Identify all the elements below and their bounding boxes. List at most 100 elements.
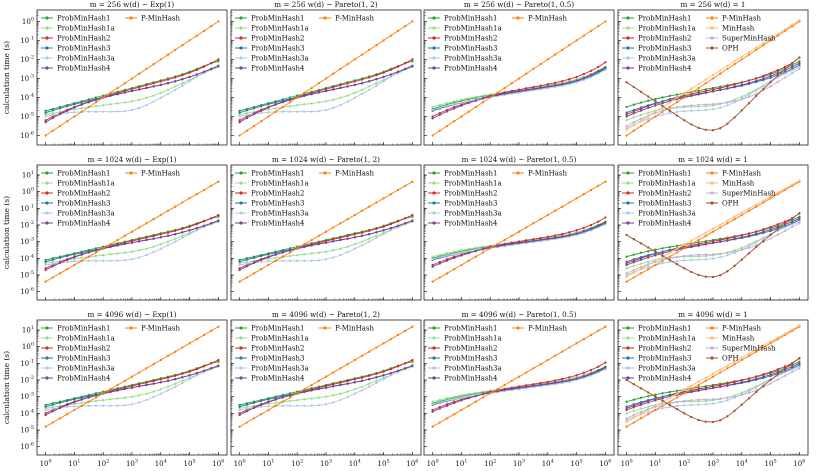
data-point-OPH-r1c3: [704, 275, 707, 278]
data-point-ProbMinHash1-r2c3: [798, 360, 801, 363]
data-point-ProbMinHash3a-r0c2: [561, 84, 564, 87]
data-point-ProbMinHash4-r2c3: [776, 371, 779, 374]
data-point-P-MinHash-r1c1: [296, 247, 299, 250]
data-point-ProbMinHash4-r1c2: [445, 259, 449, 262]
data-point-ProbMinHash3a-r2c1: [368, 385, 371, 388]
data-point-ProbMinHash2-r2c3: [740, 379, 743, 382]
data-point-ProbMinHash1a-r0c3: [647, 111, 650, 114]
data-point-ProbMinHash4-r1c0: [66, 258, 69, 262]
legend-marker-OPH-r0c3: [710, 46, 714, 50]
data-point-ProbMinHash3a-r1c2: [604, 223, 607, 226]
data-point-ProbMinHash3a-r2c1: [245, 407, 248, 410]
data-point-ProbMinHash1a-r0c0: [138, 98, 141, 101]
data-point-ProbMinHash3a-r2c0: [102, 404, 105, 407]
data-point-ProbMinHash3a-r1c3: [798, 220, 801, 223]
data-point-ProbMinHash2-r2c0: [44, 412, 47, 415]
data-point-P-MinHash-r1c1: [332, 226, 335, 229]
data-point-ProbMinHash4-r1c0: [44, 268, 47, 272]
data-point-OPH-r0c3: [647, 95, 650, 98]
data-point-ProbMinHash3-r0c1: [274, 101, 277, 104]
data-point-ProbMinHash1a-r0c0: [73, 108, 76, 111]
data-point-ProbMinHash1a-r0c2: [431, 105, 434, 109]
data-point-P-MinHash-r0c2: [597, 25, 600, 28]
data-point-ProbMinHash1-r1c3: [647, 250, 650, 253]
data-point-ProbMinHash3a-r2c0: [138, 401, 141, 404]
legend-label-ProbMinHash4-r0c1: ProbMinHash4: [251, 65, 305, 73]
data-point-SuperMinHash-r1c3: [776, 233, 779, 236]
legend-label-ProbMinHash1a-r0c0: ProbMinHash1a: [57, 25, 115, 33]
data-point-ProbMinHash4-r0c1: [260, 109, 263, 112]
data-point-ProbMinHash1a-r0c1: [310, 102, 313, 105]
data-point-ProbMinHash1a-r2c0: [116, 397, 119, 400]
data-point-ProbMinHash3a-r1c1: [360, 244, 364, 247]
data-point-P-MinHash-r1c0: [202, 188, 206, 192]
legend-marker-P-MinHash-r1c1: [323, 171, 327, 175]
y-tick-label-r1c0: 10-1: [20, 203, 34, 213]
data-point-ProbMinHash1-r0c3: [697, 89, 700, 92]
data-point-P-MinHash-r1c2: [438, 276, 441, 279]
data-point-SuperMinHash-r1c3: [719, 252, 722, 255]
data-point-MinHash-r0c3: [798, 19, 801, 22]
legend-marker-ProbMinHash3a-r1c1: [239, 211, 243, 215]
data-point-ProbMinHash2-r0c1: [411, 58, 414, 61]
data-point-ProbMinHash4-r2c0: [109, 390, 112, 394]
data-point-ProbMinHash3a-r2c2: [467, 395, 470, 398]
data-point-ProbMinHash3-r0c3: [647, 104, 650, 107]
data-point-ProbMinHash1a-r1c1: [332, 249, 335, 252]
data-point-ProbMinHash4-r1c0: [73, 256, 76, 259]
data-point-ProbMinHash4-r2c0: [217, 364, 220, 367]
data-point-ProbMinHash1a-r1c1: [353, 243, 356, 246]
legend-marker-P-MinHash-r1c0: [129, 171, 133, 175]
data-point-P-MinHash-r0c2: [604, 20, 607, 23]
y-tick-label-r1c0: 10-2: [20, 220, 34, 230]
data-point-MinHash-r1c3: [776, 191, 779, 194]
data-point-ProbMinHash1a-r2c0: [174, 382, 177, 385]
data-point-ProbMinHash2-r2c2: [589, 368, 593, 372]
data-point-ProbMinHash4-r2c2: [546, 382, 549, 385]
data-point-OPH-r2c3: [755, 390, 758, 394]
data-point-ProbMinHash2-r2c1: [346, 379, 349, 383]
data-point-ProbMinHash4-r1c3: [625, 263, 628, 267]
y-tick-label-r2c0: 100: [22, 342, 34, 352]
data-point-ProbMinHash1a-r1c0: [138, 249, 141, 252]
data-point-ProbMinHash3a-r0c2: [438, 106, 441, 109]
data-point-ProbMinHash1a-r2c2: [431, 400, 434, 403]
data-point-ProbMinHash3a-r0c1: [260, 111, 263, 115]
data-point-ProbMinHash4-r1c1: [260, 258, 263, 262]
data-point-MinHash-r0c3: [740, 55, 743, 58]
data-point-ProbMinHash1a-r0c1: [360, 88, 364, 92]
data-point-ProbMinHash4-r0c3: [654, 104, 657, 107]
data-point-ProbMinHash3a-r1c0: [87, 259, 90, 262]
data-point-ProbMinHash3a-r2c1: [303, 404, 306, 407]
data-point-P-MinHash-r2c3: [675, 396, 679, 399]
data-point-ProbMinHash1a-r0c3: [704, 105, 707, 108]
data-point-ProbMinHash1a-r2c1: [296, 399, 299, 402]
data-point-ProbMinHash4-r1c2: [597, 224, 600, 227]
data-point-ProbMinHash1a-r1c1: [324, 250, 328, 253]
y-axis-label-r1c0: calculation time (s): [2, 196, 11, 269]
data-point-P-MinHash-r1c0: [80, 259, 83, 262]
data-point-ProbMinHash3a-r2c0: [109, 404, 112, 407]
data-point-ProbMinHash4-r1c3: [798, 217, 801, 220]
data-point-ProbMinHash3a-r0c2: [460, 101, 463, 104]
data-point-ProbMinHash4-r1c3: [654, 254, 657, 257]
data-point-ProbMinHash4-r0c2: [453, 107, 456, 110]
data-point-ProbMinHash4-r0c2: [597, 70, 600, 73]
legend-label-ProbMinHash1-r1c0: ProbMinHash1: [57, 170, 111, 178]
data-point-P-MinHash-r0c2: [525, 72, 528, 75]
data-point-ProbMinHash1a-r2c1: [267, 402, 270, 405]
data-point-ProbMinHash4-r2c1: [252, 406, 256, 410]
legend-marker-ProbMinHash1-r1c0: [45, 171, 49, 175]
data-point-P-MinHash-r1c0: [87, 255, 90, 258]
data-point-ProbMinHash1a-r2c0: [181, 379, 184, 382]
data-point-ProbMinHash3a-r2c0: [145, 398, 148, 402]
data-point-ProbMinHash1a-r0c1: [274, 107, 277, 110]
data-point-P-MinHash-r0c2: [546, 58, 549, 61]
data-point-ProbMinHash1-r1c3: [791, 218, 794, 222]
data-point-ProbMinHash2-r1c0: [174, 229, 177, 232]
data-point-P-MinHash-r1c1: [360, 209, 364, 212]
data-point-ProbMinHash4-r0c0: [130, 89, 134, 93]
data-point-ProbMinHash4-r2c2: [517, 386, 521, 389]
data-point-P-MinHash-r0c0: [80, 110, 83, 113]
legend-label-ProbMinHash1-r2c1: ProbMinHash1: [251, 325, 305, 333]
